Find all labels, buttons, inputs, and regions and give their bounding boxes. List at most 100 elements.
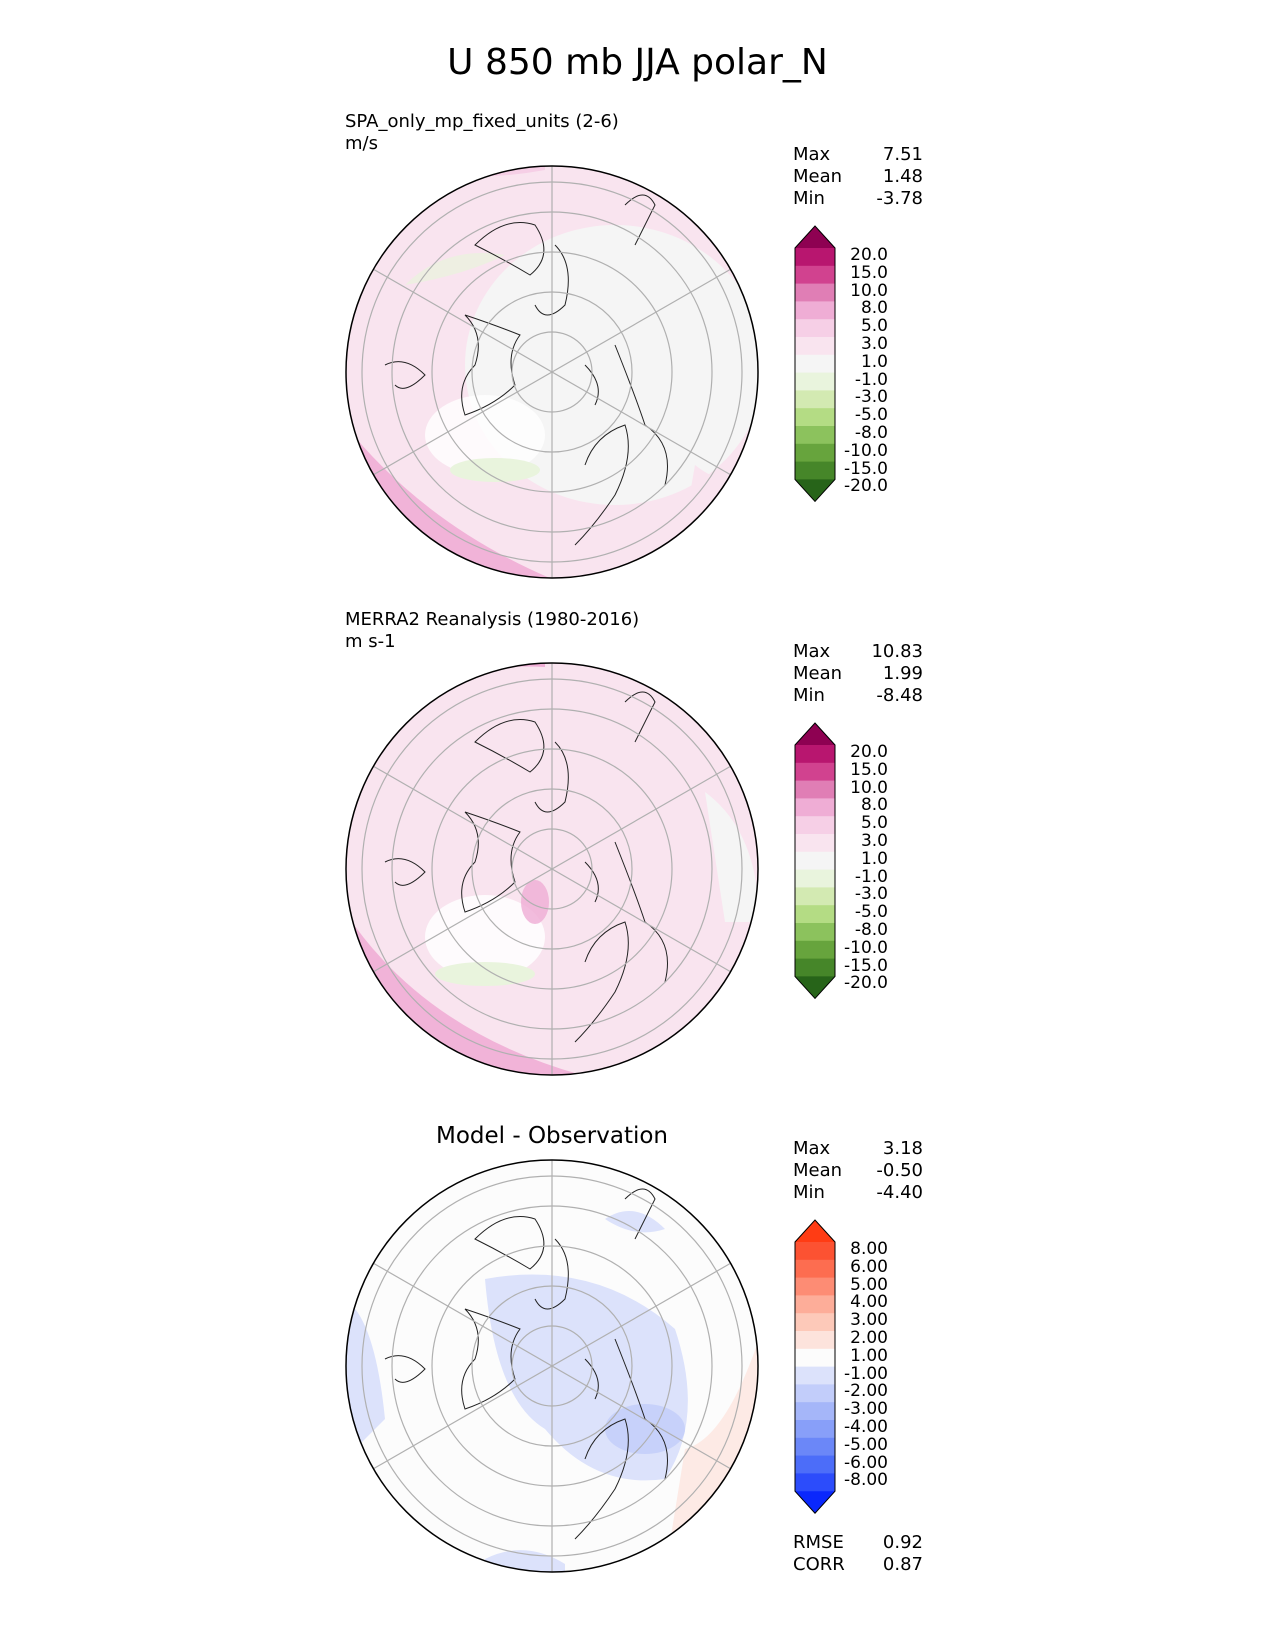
panel1-colorbar-extend-max — [795, 226, 835, 248]
panel1-colorbar-band — [795, 408, 835, 427]
panel1-stats: Max 7.51 Mean 1.48 Min -3.78 — [793, 144, 923, 210]
panel1-colorbar-tick-label: 20.0 — [850, 245, 888, 265]
panel1-min-value: -3.78 — [876, 188, 923, 209]
panel2-colorbar-tick-label: 20.0 — [850, 742, 888, 762]
panel2-colorbar-band — [795, 958, 835, 977]
panel2-colorbar-tick-label: 15.0 — [850, 759, 888, 780]
panel3-colorbar-tick-label: -2.00 — [844, 1381, 888, 1402]
panel2-colorbar-band — [795, 780, 835, 799]
panel2-max-label: Max — [793, 641, 831, 662]
panel1-mean-label: Mean — [793, 166, 843, 187]
panel2-colorbar-band — [795, 869, 835, 888]
panel3-min-value: -4.40 — [876, 1182, 923, 1203]
panel2-colorbar-band — [795, 816, 835, 835]
panel1-mean-value: 1.48 — [882, 166, 923, 187]
panel1-colorbar-tick-label: -10.0 — [844, 440, 888, 461]
panel3-colorbar-tick-label: 3.00 — [850, 1310, 888, 1331]
panel2-colorbar-tick-label: -20.0 — [844, 973, 888, 994]
panel1-colorbar-tick-label: 1.0 — [860, 351, 888, 372]
panel3-title: Model - Observation — [435, 1123, 669, 1149]
panel3-colorbar-tick-label: 4.00 — [850, 1292, 888, 1313]
panel2-colorbar-extend-max — [795, 723, 835, 745]
panel3-colorbar-extend-max — [795, 1220, 835, 1242]
panel1-colorbar-tick-label: -5.0 — [854, 405, 888, 426]
panel2-colorbar-tick-label: 10.0 — [850, 777, 888, 798]
panel2-colorbar-tick-label: -10.0 — [844, 937, 888, 958]
panel3-colorbar-labels: 8.00 6.00 5.00 4.00 3.00 2.00 1.00 -1.00 -2.00 -3… — [840, 1240, 888, 1491]
panel3-graticule — [361, 1160, 743, 1572]
panel2-colorbar-band — [795, 762, 835, 782]
panel1-colorbar-band — [795, 372, 835, 391]
panel2-colorbar-outline — [794, 722, 836, 1000]
panel1-colorbar-extend-min — [795, 479, 835, 502]
panel2-colorbar-tick-label: -8.0 — [854, 919, 888, 940]
panel1-colorbar-band — [795, 461, 835, 480]
panel2-colorbar-band — [795, 834, 835, 853]
panel2-colorbar-tick-label: -15.0 — [844, 955, 888, 976]
panel1-colorbar-band — [795, 319, 835, 338]
panel3-min-label: Min — [793, 1182, 825, 1203]
panel2-colorbar-tick-label: -3.0 — [854, 884, 888, 905]
panel3-colorbar-band — [795, 1313, 835, 1332]
panel1-name: SPA_only_mp_fixed_units (2-6) — [345, 111, 619, 132]
panel3-mean-label: Mean — [793, 1160, 843, 1181]
panel1-colorbar-band — [795, 426, 835, 445]
panel2-units: m s-1 — [345, 631, 396, 652]
panel1-units: m/s — [345, 133, 378, 154]
panel3-colorbar-band — [795, 1277, 835, 1296]
panel3-colorbar-band — [795, 1242, 835, 1261]
panel1-map — [345, 165, 759, 579]
panel1-colorbar-svg — [794, 225, 836, 503]
panel3-colorbar-band — [795, 1259, 835, 1279]
panel3-colorbar — [793, 1218, 837, 1515]
panel1-colorbar-band — [795, 337, 835, 356]
panel3-mean-value: -0.50 — [876, 1160, 923, 1181]
panel1-colorbar-outline — [794, 225, 836, 503]
panel2-colorbar-band — [795, 940, 835, 960]
panel2-colorbar-band — [795, 887, 835, 906]
panel1-polar-plot — [345, 165, 759, 579]
panel3-colorbar-tick-label: -8.00 — [844, 1470, 888, 1491]
panel2-colorbar-tick-label: 3.0 — [860, 830, 888, 851]
panel1-colorbar-tick-label: -8.0 — [854, 422, 888, 443]
panel2-mean-label: Mean — [793, 663, 843, 684]
panel1-colorbar-tick-label: 5.0 — [860, 316, 888, 337]
panel1-max-label: Max — [793, 144, 831, 165]
panel1-colorbar-band — [795, 301, 835, 320]
figure-title: U 850 mb JJA polar_N — [447, 42, 828, 83]
panel3-rmse-label: RMSE — [793, 1532, 844, 1553]
panel3-colorbar-tick-label: -4.00 — [844, 1416, 888, 1437]
panel3-metrics: RMSE 0.92 CORR 0.87 — [793, 1532, 923, 1576]
panel2-min-value: -8.48 — [876, 685, 923, 706]
panel1-colorbar-band — [795, 265, 835, 285]
panel2-colorbar-band — [795, 851, 835, 871]
panel1-colorbar — [793, 224, 837, 503]
panel2-colorbar-band — [795, 905, 835, 924]
panel3-colorbar-band — [795, 1366, 835, 1385]
panel1-colorbar-tick-label: -1.0 — [854, 369, 888, 390]
panel1-graticule — [361, 166, 743, 578]
panel3-map — [345, 1159, 759, 1573]
panel3-map-boundary — [345, 1159, 759, 1573]
panel3-colorbar-tick-label: -1.00 — [844, 1363, 888, 1384]
panel1-colorbar-labels: 20.0 15.0 10.0 8.0 5.0 3.0 1.0 -1.0 -3.0 -5.0 -8.0… — [840, 245, 888, 496]
panel1-colorbar-band — [795, 283, 835, 302]
panel3-max-value: 3.18 — [882, 1138, 923, 1159]
panel1-max-value: 7.51 — [882, 144, 923, 165]
panel1-colorbar-tick-label: 8.0 — [860, 298, 888, 319]
panel2-map — [345, 662, 759, 1076]
panel2-stats: Max 10.83 Mean 1.99 Min -8.48 — [793, 641, 923, 707]
panel3-colorbar-band — [795, 1420, 835, 1439]
panel1-colorbar-tick-label: -15.0 — [844, 458, 888, 479]
panel1-colorbar-tick-label: 3.0 — [860, 333, 888, 354]
panel3-stats: Max 3.18 Mean -0.50 Min -4.40 — [793, 1138, 923, 1204]
panel1-colorbar-tick-label: -3.0 — [854, 387, 888, 408]
panel1-colorbar-tick-label: 15.0 — [850, 262, 888, 283]
panel1-colorbar-band — [795, 443, 835, 463]
panel3-polar-plot — [345, 1159, 759, 1573]
panel1-min-label: Min — [793, 188, 825, 209]
panel3-colorbar-band — [795, 1331, 835, 1350]
panel3-colorbar-band — [795, 1437, 835, 1457]
panel3-colorbar-outline — [794, 1219, 836, 1514]
panel3-colorbar-tick-label: 5.00 — [850, 1274, 888, 1295]
